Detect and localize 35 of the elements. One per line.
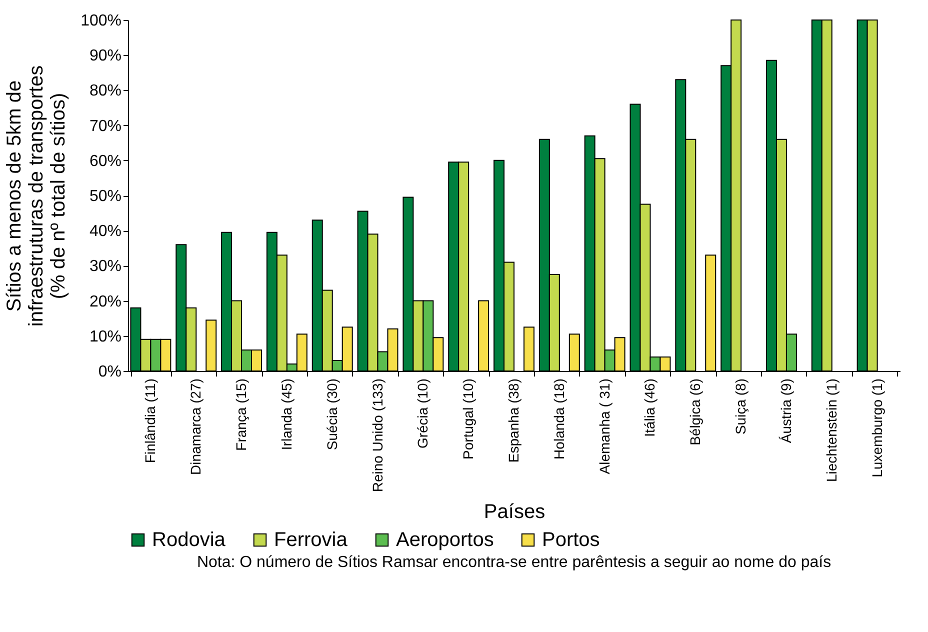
x-tick-label: Irlanda (45)	[278, 378, 294, 450]
x-tick-label: Alemanha ( 31)	[596, 378, 612, 474]
y-tick-label: 100%	[80, 12, 122, 30]
x-tick-label: Holanda (18)	[550, 378, 567, 460]
legend-label: Portos	[542, 529, 600, 551]
x-tick-label: Portugal (10)	[460, 378, 476, 460]
x-tick-label: Áustria (9)	[778, 378, 794, 444]
y-tick-label: 70%	[89, 118, 122, 135]
x-tick-label: Liechtenstein (1)	[823, 378, 840, 482]
x-tick-label: França (15)	[233, 378, 250, 451]
legend-label: Aeroportos	[396, 529, 494, 551]
y-tick-label: 30%	[89, 258, 122, 276]
x-tick-label: Suécia (30)	[324, 378, 340, 450]
y-axis-title: Sítios a menos de 5km de infraestruturas de transportes (% de nº total de sítios)	[4, 65, 70, 327]
x-tick-label: Finlândia (11)	[142, 378, 158, 464]
text: Nota: O número de Sítios Ramsar encontra-se entre parêntesis a seguir ao nome do país	[196, 554, 832, 571]
x-axis-title: Países	[484, 501, 546, 524]
x-tick-label: Itália (46)	[642, 378, 658, 437]
x-tick-label: Dinamarca (27)	[188, 378, 204, 475]
x-tick-label: Suiça (8)	[732, 378, 749, 435]
x-tick-label: Grécia (10)	[414, 378, 431, 449]
y-tick-label: 10%	[89, 328, 122, 346]
y-tick-label: 90%	[89, 48, 122, 65]
y-tick-label: 40%	[89, 223, 122, 240]
y-tick-label: 20%	[89, 293, 122, 310]
y-tick-label: 80%	[89, 82, 122, 100]
y-tick-label: 50%	[89, 188, 122, 205]
x-tick-label: Bélgica (6)	[687, 378, 704, 446]
x-tick-label: Reino Unido (133)	[369, 378, 386, 492]
x-tick-label: Luxemburgo (1)	[868, 378, 885, 478]
x-tick-label: Espanha (38)	[506, 378, 522, 463]
legend-label: Rodovia	[152, 529, 226, 551]
y-tick-label: 60%	[89, 152, 122, 170]
legend-label: Ferrovia	[274, 529, 348, 551]
y-tick-label: 0%	[98, 364, 122, 380]
